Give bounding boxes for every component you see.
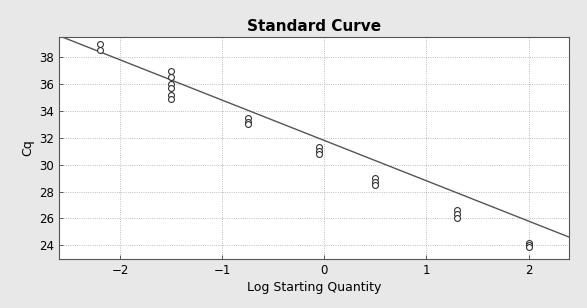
Point (166, 92, 176, 97)
Point (166, 75, 176, 80)
Point (453, 212, 462, 217)
Point (370, 180, 380, 184)
Point (524, 240, 533, 245)
Point (166, 82, 176, 87)
Point (166, 68, 176, 73)
Point (315, 145, 324, 150)
Point (370, 176, 380, 180)
Point (166, 86, 176, 91)
X-axis label: Log Starting Quantity: Log Starting Quantity (247, 281, 381, 294)
Point (95, 48, 104, 53)
Y-axis label: Cq: Cq (22, 140, 35, 156)
Point (370, 182, 380, 187)
Point (453, 216, 462, 221)
Point (315, 149, 324, 154)
Point (243, 122, 252, 127)
Point (315, 152, 324, 156)
Point (95, 41, 104, 46)
Point (243, 119, 252, 124)
Point (453, 208, 462, 213)
Point (524, 245, 533, 250)
Point (243, 115, 252, 120)
Point (166, 96, 176, 101)
Point (524, 242, 533, 247)
Title: Standard Curve: Standard Curve (247, 19, 381, 34)
